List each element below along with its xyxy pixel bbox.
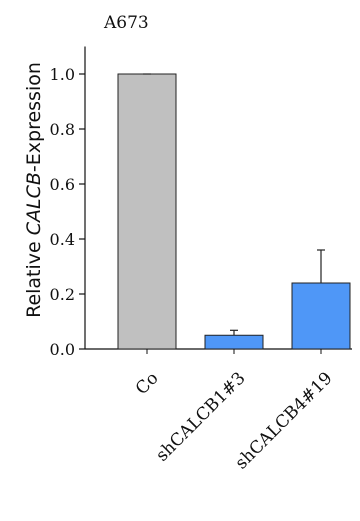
y-axis-title: Relative CALCB-Expression — [23, 62, 45, 318]
chart-title: A673 — [103, 13, 149, 33]
bar — [291, 282, 351, 350]
y-axis-title-prefix: Relative — [23, 235, 45, 318]
bar — [117, 73, 177, 350]
y-axis-title-gene: CALCB — [23, 172, 45, 235]
chart-marks: 0.00.20.40.60.81.0CoshCALCB1#3shCALCB4#1… — [50, 46, 352, 473]
y-tick-label: 0.4 — [50, 230, 75, 249]
y-tick-label: 1.0 — [50, 65, 75, 84]
y-tick-label: 0.8 — [50, 120, 75, 139]
x-category-label: Co — [132, 368, 163, 399]
y-tick-label: 0.0 — [50, 340, 75, 359]
x-category-label: shCALCB1#3 — [152, 368, 249, 465]
bar — [204, 334, 264, 350]
y-tick-label: 0.2 — [50, 285, 75, 304]
y-axis-title-suffix: -Expression — [23, 62, 45, 172]
y-tick-label: 0.6 — [50, 175, 75, 194]
